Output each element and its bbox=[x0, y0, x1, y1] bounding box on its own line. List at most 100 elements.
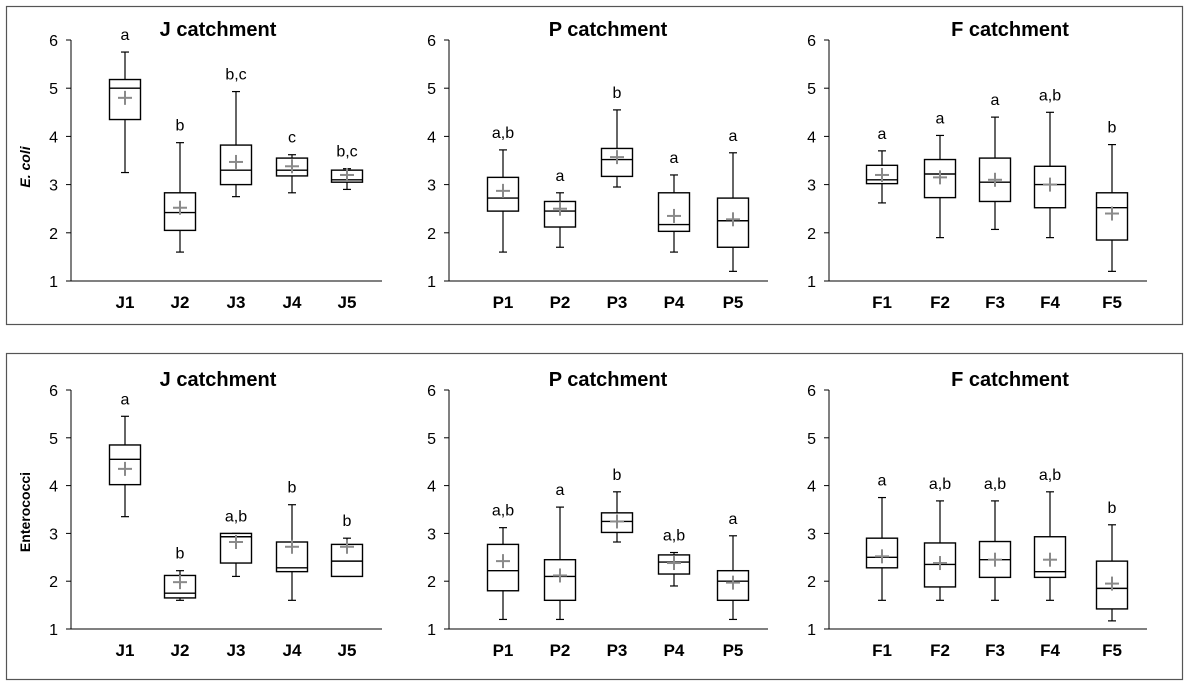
x-tick-label: P3 bbox=[607, 293, 628, 312]
x-tick-label: J2 bbox=[171, 293, 190, 312]
row-0-ylabel: E. coli bbox=[17, 145, 33, 187]
x-tick-label: J1 bbox=[116, 641, 135, 660]
y-tick-label: 6 bbox=[49, 33, 58, 50]
x-tick-label: J3 bbox=[227, 293, 246, 312]
significance-letter: a bbox=[878, 126, 887, 143]
y-tick-label: 3 bbox=[427, 178, 436, 195]
box-F5: b F5 bbox=[1095, 120, 1129, 312]
chart-0-2: F catchment 1 2 3 4 5 6 a F1 a F2 a F3 a,b F4 b F5 bbox=[807, 19, 1147, 312]
significance-letter: a bbox=[878, 473, 887, 490]
box-F5: b F5 bbox=[1095, 500, 1129, 660]
significance-letter: b bbox=[176, 546, 185, 563]
y-tick-label: 6 bbox=[807, 383, 816, 400]
y-tick-label: 6 bbox=[807, 33, 816, 50]
x-tick-label: F4 bbox=[1040, 641, 1060, 660]
y-tick-label: 5 bbox=[807, 81, 816, 98]
y-tick-label: 5 bbox=[49, 81, 58, 98]
significance-letter: a bbox=[729, 128, 738, 145]
significance-letter: a,b bbox=[929, 476, 951, 493]
x-tick-label: J3 bbox=[227, 641, 246, 660]
significance-letter: a bbox=[556, 482, 565, 499]
box-P3: b P3 bbox=[600, 85, 634, 312]
y-tick-label: 2 bbox=[427, 226, 436, 243]
significance-letter: b bbox=[613, 467, 622, 484]
box-J4: c J4 bbox=[275, 130, 309, 312]
chart-title: J catchment bbox=[160, 369, 277, 391]
significance-letter: b,c bbox=[336, 144, 357, 161]
y-tick-label: 1 bbox=[49, 622, 58, 639]
significance-letter: b bbox=[343, 513, 352, 530]
significance-letter: a bbox=[556, 168, 565, 185]
significance-letter: b bbox=[288, 480, 297, 497]
significance-letter: a bbox=[121, 27, 130, 44]
y-tick-label: 4 bbox=[427, 479, 436, 496]
x-tick-label: F4 bbox=[1040, 293, 1060, 312]
box-P3: b P3 bbox=[600, 467, 634, 660]
significance-letter: c bbox=[288, 130, 296, 147]
box-J1: a J1 bbox=[108, 391, 142, 660]
box-J3: b,c J3 bbox=[219, 67, 253, 312]
y-tick-label: 6 bbox=[49, 383, 58, 400]
significance-letter: b bbox=[1108, 500, 1117, 517]
y-tick-label: 3 bbox=[427, 526, 436, 543]
significance-letter: a,b bbox=[984, 476, 1006, 493]
box-P4: a P4 bbox=[657, 150, 691, 312]
y-tick-label: 1 bbox=[427, 622, 436, 639]
chart-title: F catchment bbox=[951, 19, 1069, 41]
box-J5: b,c J5 bbox=[330, 144, 364, 312]
box-F1: a F1 bbox=[865, 473, 899, 660]
y-tick-label: 3 bbox=[49, 526, 58, 543]
x-tick-label: P5 bbox=[723, 641, 744, 660]
y-tick-label: 5 bbox=[807, 431, 816, 448]
x-tick-label: P2 bbox=[550, 293, 571, 312]
significance-letter: b bbox=[1108, 120, 1117, 137]
box-J5: b J5 bbox=[330, 513, 364, 660]
y-tick-label: 1 bbox=[807, 622, 816, 639]
box-P2: a P2 bbox=[543, 482, 577, 660]
row-1-ylabel: Enterococci bbox=[17, 472, 33, 552]
significance-letter: a,b bbox=[492, 503, 514, 520]
significance-letter: a bbox=[936, 110, 945, 127]
box-P5: a P5 bbox=[716, 128, 750, 312]
y-tick-label: 6 bbox=[427, 33, 436, 50]
significance-letter: a bbox=[729, 511, 738, 528]
x-tick-label: P4 bbox=[664, 641, 685, 660]
x-tick-label: P5 bbox=[723, 293, 744, 312]
y-tick-label: 3 bbox=[49, 178, 58, 195]
y-tick-label: 2 bbox=[49, 226, 58, 243]
chart-0-1: P catchment 1 2 3 4 5 6 a,b P1 a P2 b P3 a P4 a P5 bbox=[427, 19, 768, 312]
x-tick-label: F1 bbox=[872, 641, 892, 660]
y-tick-label: 1 bbox=[49, 274, 58, 291]
y-tick-label: 4 bbox=[807, 479, 816, 496]
y-tick-label: 4 bbox=[807, 129, 816, 146]
x-tick-label: P4 bbox=[664, 293, 685, 312]
chart-title: J catchment bbox=[160, 19, 277, 41]
x-tick-label: J4 bbox=[283, 293, 302, 312]
x-tick-label: J5 bbox=[338, 293, 357, 312]
box-P2: a P2 bbox=[543, 168, 577, 312]
y-tick-label: 4 bbox=[49, 129, 58, 146]
x-tick-label: P1 bbox=[493, 641, 514, 660]
bottom-panel-frame bbox=[5, 352, 1184, 681]
significance-letter: a bbox=[121, 391, 130, 408]
significance-letter: a,b bbox=[663, 528, 685, 545]
box-F2: a,b F2 bbox=[923, 476, 957, 660]
y-tick-label: 5 bbox=[427, 81, 436, 98]
box-P5: a P5 bbox=[716, 511, 750, 660]
box-F3: a,b F3 bbox=[978, 476, 1012, 660]
significance-letter: b bbox=[613, 85, 622, 102]
box-F4: a,b F4 bbox=[1033, 467, 1067, 660]
x-tick-label: J4 bbox=[283, 641, 302, 660]
box-P1: a,b P1 bbox=[486, 503, 520, 660]
chart-1-0: J catchment 1 2 3 4 5 6 a J1 b J2 a,b J3 b J4 b J5 bbox=[49, 369, 382, 660]
significance-letter: b,c bbox=[225, 67, 246, 84]
significance-letter: a,b bbox=[225, 508, 247, 525]
y-tick-label: 2 bbox=[49, 574, 58, 591]
y-tick-label: 5 bbox=[49, 431, 58, 448]
x-tick-label: F3 bbox=[985, 293, 1005, 312]
x-tick-label: J5 bbox=[338, 641, 357, 660]
significance-letter: a,b bbox=[1039, 87, 1061, 104]
x-tick-label: F2 bbox=[930, 293, 950, 312]
x-tick-label: F5 bbox=[1102, 293, 1122, 312]
